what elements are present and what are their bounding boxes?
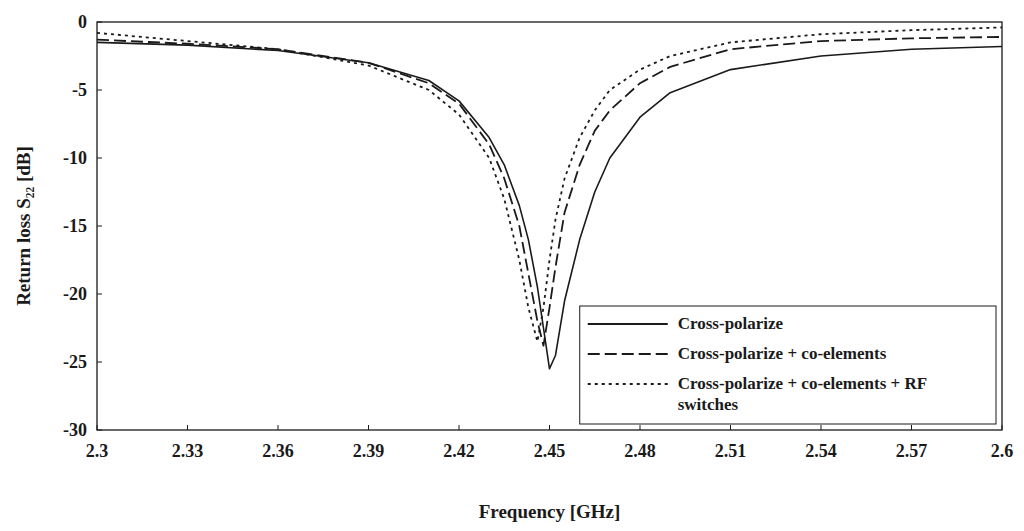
- legend: Cross-polarize Cross-polarize + co-elemen…: [580, 306, 996, 424]
- x-tick-label: 2.54: [805, 441, 837, 461]
- x-tick: [368, 425, 369, 430]
- legend-box: [580, 306, 996, 424]
- x-tick: [911, 425, 912, 430]
- x-tick: [549, 425, 550, 430]
- x-tick-label: 2.51: [715, 441, 747, 461]
- legend-swatch: [588, 383, 668, 385]
- x-tick: [187, 425, 188, 430]
- y-tick: [97, 22, 102, 23]
- x-tick-label: 2.57: [896, 441, 928, 461]
- y-tick-label: -5: [72, 80, 87, 100]
- y-tick: [97, 294, 102, 295]
- x-tick: [278, 425, 279, 430]
- y-tick: [97, 90, 102, 91]
- x-tick-label: 2.45: [534, 441, 566, 461]
- y-tick: [97, 226, 102, 227]
- series-line: [97, 37, 1002, 346]
- y-tick-label: -30: [63, 420, 87, 440]
- x-tick: [97, 425, 98, 430]
- legend-swatch: [588, 353, 668, 355]
- x-tick-label: 2.42: [443, 441, 475, 461]
- x-tick-label: 2.48: [624, 441, 656, 461]
- y-axis-title: Return loss S₂₂ [dB]: [13, 146, 34, 306]
- series-line: [97, 27, 1002, 341]
- x-tick: [640, 425, 641, 430]
- y-tick-label: 0: [78, 12, 87, 32]
- x-tick-label: 2.36: [262, 441, 294, 461]
- x-tick: [459, 425, 460, 430]
- x-tick: [1002, 425, 1003, 430]
- y-tick-label: -20: [63, 284, 87, 304]
- legend-label: Cross-polarize + co-elements: [678, 344, 887, 363]
- x-tick: [821, 425, 822, 430]
- x-axis-title: Frequency [GHz]: [479, 501, 621, 522]
- plot-frame: [97, 22, 1002, 430]
- legend-swatch: [588, 323, 668, 325]
- y-tick-label: -10: [63, 148, 87, 168]
- x-tick: [730, 425, 731, 430]
- y-tick-label: -25: [63, 352, 87, 372]
- y-tick: [97, 362, 102, 363]
- y-tick: [97, 158, 102, 159]
- legend-label: Cross-polarize + co-elements + RFswitche…: [678, 374, 927, 414]
- x-tick-label: 2.6: [991, 441, 1014, 461]
- x-tick-label: 2.3: [86, 441, 109, 461]
- x-tick-label: 2.39: [353, 441, 385, 461]
- chart: 2.3 2.33 2.36 2.39 2.42 2.45 2.48 2.51 2.54 2.57 2…: [0, 0, 1024, 531]
- x-tick-label: 2.33: [172, 441, 204, 461]
- legend-label: Cross-polarize: [678, 314, 784, 333]
- y-tick-label: -15: [63, 216, 87, 236]
- y-tick: [97, 430, 102, 431]
